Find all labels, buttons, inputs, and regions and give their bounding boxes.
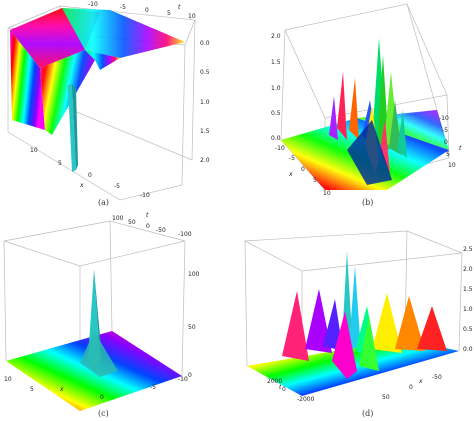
tick-label: 0	[409, 384, 413, 391]
tick-label: 5	[313, 177, 317, 184]
tick-label: 2.0	[463, 266, 473, 273]
tick-label: 0.0	[463, 346, 473, 353]
bounding-box-d	[243, 230, 463, 396]
t-ticks-c: 100 50 0 -50 -100	[112, 215, 192, 238]
tick-label: 1.5	[271, 59, 281, 66]
panel-c: 10 5 0 -5 -10 x 100 50 0 -50 -100 t 0 50…	[0, 211, 237, 421]
tick-label: 0	[188, 372, 192, 379]
tick-label: 1.0	[463, 306, 473, 313]
tick-label: 10	[4, 376, 12, 383]
tick-label: 5	[167, 10, 171, 17]
tick-label: 100	[112, 215, 124, 222]
caption-c: (c)	[98, 409, 109, 418]
tick-label: 2.0	[271, 33, 281, 40]
tick-label: -10	[178, 376, 188, 383]
tick-label: -5	[289, 155, 295, 162]
tick-label: 5	[446, 151, 450, 158]
bounding-box-c	[3, 220, 186, 411]
tick-label: 0.0	[271, 135, 281, 142]
tick-label: 10	[448, 162, 456, 169]
tick-label: -5	[114, 183, 120, 190]
tick-label: 50	[382, 394, 390, 401]
caption-d: (d)	[362, 409, 374, 418]
x-ticks-b: -10 -5 0 5 10	[275, 145, 331, 197]
tick-label: 0	[301, 166, 305, 173]
plot-c: 10 5 0 -5 -10 x 100 50 0 -50 -100 t 0 50…	[3, 212, 200, 411]
t-axis-label: t	[146, 212, 149, 219]
tick-label: -50	[432, 374, 442, 381]
tick-label: -50	[156, 227, 166, 234]
tick-label: -2000	[297, 396, 315, 403]
tick-label: 2.0	[200, 157, 210, 164]
plot-d: -50 0 50 x 2000 0 -2000 t 0.0 0.5 1.0 1.…	[243, 230, 473, 403]
panel-d: -50 0 50 x 2000 0 -2000 t 0.0 0.5 1.0 1.…	[237, 211, 474, 421]
t-axis-label: t	[459, 145, 462, 152]
surface-a	[10, 8, 185, 172]
z-ticks-a: 0.0 0.5 1.0 1.5 2.0	[200, 40, 210, 164]
x-axis-label: x	[59, 386, 64, 393]
t-axis-label: t	[178, 4, 181, 11]
tick-label: 0	[282, 386, 286, 393]
tick-label: -5	[120, 4, 126, 11]
tick-label: 0	[146, 223, 150, 230]
tick-label: 10	[323, 190, 331, 197]
t-ticks-d: 2000 0 -2000	[267, 378, 315, 403]
tick-label: 5	[58, 160, 62, 167]
tick-label: -10	[275, 145, 285, 152]
tick-label: 50	[188, 324, 196, 331]
x-ticks-a: 10 5 0 -5 -10	[30, 147, 150, 199]
tick-label: 0.0	[200, 40, 210, 47]
t-axis-label: t	[279, 384, 282, 391]
tick-label: 0.5	[463, 326, 473, 333]
x-axis-label: x	[288, 171, 293, 178]
t-ticks-b: -10 -5 0 5 10	[439, 115, 456, 169]
x-ticks-c: 10 5 0 -5 -10	[4, 376, 188, 401]
surface-d	[247, 251, 459, 396]
x-ticks-d: -50 0 50	[382, 374, 442, 401]
tick-label: 0	[100, 394, 104, 401]
tick-label: -10	[140, 192, 150, 199]
caption-a: (a)	[98, 198, 110, 207]
tick-label: 2000	[267, 378, 282, 385]
surface-c	[6, 269, 182, 411]
tick-label: 5	[30, 386, 34, 393]
tick-label: 0	[145, 7, 149, 14]
tick-label: 2.5	[463, 246, 473, 253]
tick-label: 0.5	[200, 69, 210, 76]
tick-label: -5	[150, 384, 156, 391]
z-ticks-c: 0 50 100	[188, 271, 200, 379]
tick-label: 0	[88, 172, 92, 179]
tick-label: 1.0	[200, 99, 210, 106]
tick-label: -10	[88, 1, 98, 8]
tick-label: 50	[128, 219, 136, 226]
z-ticks-d: 0.0 0.5 1.0 1.5 2.0 2.5	[463, 246, 473, 353]
x-axis-label: x	[418, 378, 423, 385]
tick-label: 1.0	[271, 85, 281, 92]
tick-label: -100	[178, 231, 192, 238]
tick-label: 1.5	[200, 128, 210, 135]
tick-label: 1.5	[463, 286, 473, 293]
tick-label: -5	[442, 127, 448, 134]
tick-label: -10	[439, 115, 449, 122]
panel-b: -10 -5 0 5 10 x -10 -5 0 5 10 t 0.0 0.5 …	[237, 0, 474, 210]
panel-a: 10 5 0 -5 -10 x -10 -5 0 5 10 t 0.0 0.5 …	[0, 0, 237, 210]
tick-label: 0	[444, 139, 448, 146]
caption-b: (b)	[362, 198, 374, 207]
tick-label: 10	[188, 13, 196, 20]
plot-a: 10 5 0 -5 -10 x -10 -5 0 5 10 t 0.0 0.5 …	[7, 1, 210, 201]
tick-label: 10	[30, 147, 38, 154]
t-ticks-a: -10 -5 0 5 10	[88, 1, 196, 20]
surface-b	[281, 38, 449, 190]
z-ticks-b: 0.0 0.5 1.0 1.5 2.0	[271, 33, 281, 142]
tick-label: 0.5	[271, 110, 281, 117]
plot-b: -10 -5 0 5 10 x -10 -5 0 5 10 t 0.0 0.5 …	[271, 3, 462, 197]
tick-label: 100	[188, 271, 200, 278]
x-axis-label: x	[79, 182, 84, 189]
